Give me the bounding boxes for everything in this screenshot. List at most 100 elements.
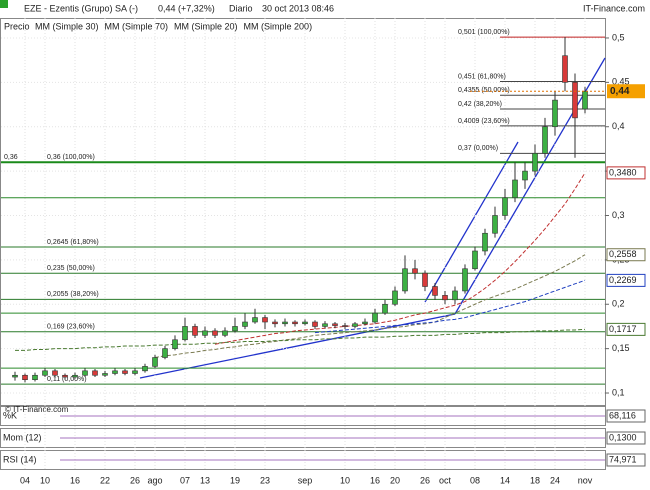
candle-body — [562, 55, 568, 83]
candle-body — [12, 374, 18, 378]
x-tick-label: 07 — [180, 475, 190, 485]
candle-body — [322, 323, 328, 327]
candle-body — [122, 370, 128, 374]
candle-body — [132, 370, 138, 374]
fib-label: 0,36 (100,00%) — [47, 154, 95, 161]
last-price-label: 0,44 — [610, 86, 630, 97]
candle-body — [522, 170, 528, 181]
x-tick-label: 26 — [420, 475, 430, 485]
x-tick-label: 16 — [70, 475, 80, 485]
x-tick-label: 24 — [550, 475, 560, 485]
indicator-name: RSI (14) — [3, 454, 37, 464]
datetime: 30 oct 2013 08:46 — [262, 3, 334, 13]
candle-body — [52, 370, 58, 376]
candle-body — [192, 326, 198, 336]
price-box-label: 0,2269 — [609, 275, 637, 285]
price-box-label: 0,3480 — [609, 167, 637, 177]
x-tick-label: oct — [439, 475, 452, 485]
candle-body — [92, 370, 98, 376]
candle-body — [62, 374, 68, 378]
price-box-label: 0,1717 — [609, 324, 637, 334]
candle-body — [42, 370, 48, 376]
fib-label: 0,37 (0,00%) — [458, 145, 498, 152]
title: EZE - Ezentis (Grupo) SA (-) — [24, 3, 138, 13]
candle-body — [312, 321, 318, 327]
icon — [0, 0, 8, 8]
candle-body — [432, 286, 438, 296]
candle-body — [342, 325, 348, 327]
candle-body — [482, 232, 488, 252]
fib-anchor-label: 0,36 — [4, 154, 18, 161]
x-tick-label: 10 — [340, 475, 350, 485]
candle-body — [22, 374, 28, 381]
candle-body — [82, 370, 88, 376]
y-tick-label: 0,3 — [612, 210, 625, 220]
x-tick-label: 08 — [470, 475, 480, 485]
candle-body — [292, 321, 298, 325]
candle-body — [232, 326, 238, 332]
x-tick-label: 13 — [200, 475, 210, 485]
x-tick-label: 18 — [530, 475, 540, 485]
candle-body — [252, 317, 258, 323]
site: IT-Finance.com — [583, 3, 645, 13]
candle-body — [542, 126, 548, 154]
fib-label: 0,235 (50,00%) — [47, 265, 95, 272]
candle-body — [412, 268, 418, 274]
fib-label: 0,451 (61,80%) — [458, 73, 506, 80]
change: 0,44 (+7,32%) — [158, 3, 215, 13]
price-box-label: 0,2558 — [609, 249, 637, 259]
candle-body — [462, 268, 468, 292]
y-tick-label: 0,15 — [612, 343, 630, 353]
candle-body — [72, 374, 78, 378]
x-tick-label: sep — [298, 475, 313, 485]
indicator-value: 0,1300 — [609, 432, 637, 442]
candle-body — [222, 330, 228, 336]
x-tick-label: 26 — [130, 475, 140, 485]
watermark: © IT-Finance.com — [5, 405, 69, 414]
y-tick-label: 0,4 — [612, 121, 625, 131]
y-tick-label: 0,45 — [612, 77, 630, 87]
y-tick-label: 0,5 — [612, 32, 625, 42]
indicator-value: 74,971 — [609, 454, 637, 464]
candle-body — [552, 99, 558, 128]
candle-body — [352, 323, 358, 327]
candle-body — [402, 268, 408, 292]
legend-entry: MM (Simple 200) — [244, 21, 313, 31]
indicator-value: 68,116 — [609, 410, 636, 420]
price-box — [606, 273, 646, 287]
x-tick-label: 19 — [230, 475, 240, 485]
y-tick-label: 0,2 — [612, 299, 625, 309]
candle-body — [382, 303, 388, 314]
moving-average — [154, 254, 586, 359]
x-tick-label: 23 — [260, 475, 270, 485]
candle-body — [142, 366, 148, 372]
fib-label: 0,2055 (38,20%) — [47, 291, 99, 298]
fib-label: 0,501 (100,00%) — [458, 29, 510, 36]
fib-label: 0,2645 (61,80%) — [47, 239, 99, 246]
candle-body — [422, 272, 428, 287]
candle-body — [502, 197, 508, 216]
candle-body — [392, 290, 398, 305]
candle-body — [332, 323, 338, 326]
candle-body — [32, 374, 38, 381]
x-tick-label: 16 — [370, 475, 380, 485]
legend-entry: MM (Simple 20) — [174, 21, 238, 31]
candle-body — [372, 312, 378, 323]
legend-entry: MM (Simple 70) — [105, 21, 169, 31]
legend-label: Precio — [4, 21, 30, 31]
x-tick-label: nov — [578, 475, 593, 485]
candle-body — [262, 317, 268, 323]
candle-body — [452, 290, 458, 301]
x-tick-label: 14 — [500, 475, 510, 485]
candle-body — [492, 215, 498, 234]
candle-body — [212, 330, 218, 336]
y-tick-label: 0,1 — [612, 387, 625, 397]
candle-body — [112, 370, 118, 374]
candle-body — [172, 339, 178, 349]
candle-body — [362, 321, 368, 325]
indicator-box — [606, 453, 646, 467]
legend-entry: MM (Simple 30) — [35, 21, 99, 31]
x-tick-label: 10 — [40, 475, 50, 485]
fib-label: 0,169 (23,60%) — [47, 324, 95, 331]
